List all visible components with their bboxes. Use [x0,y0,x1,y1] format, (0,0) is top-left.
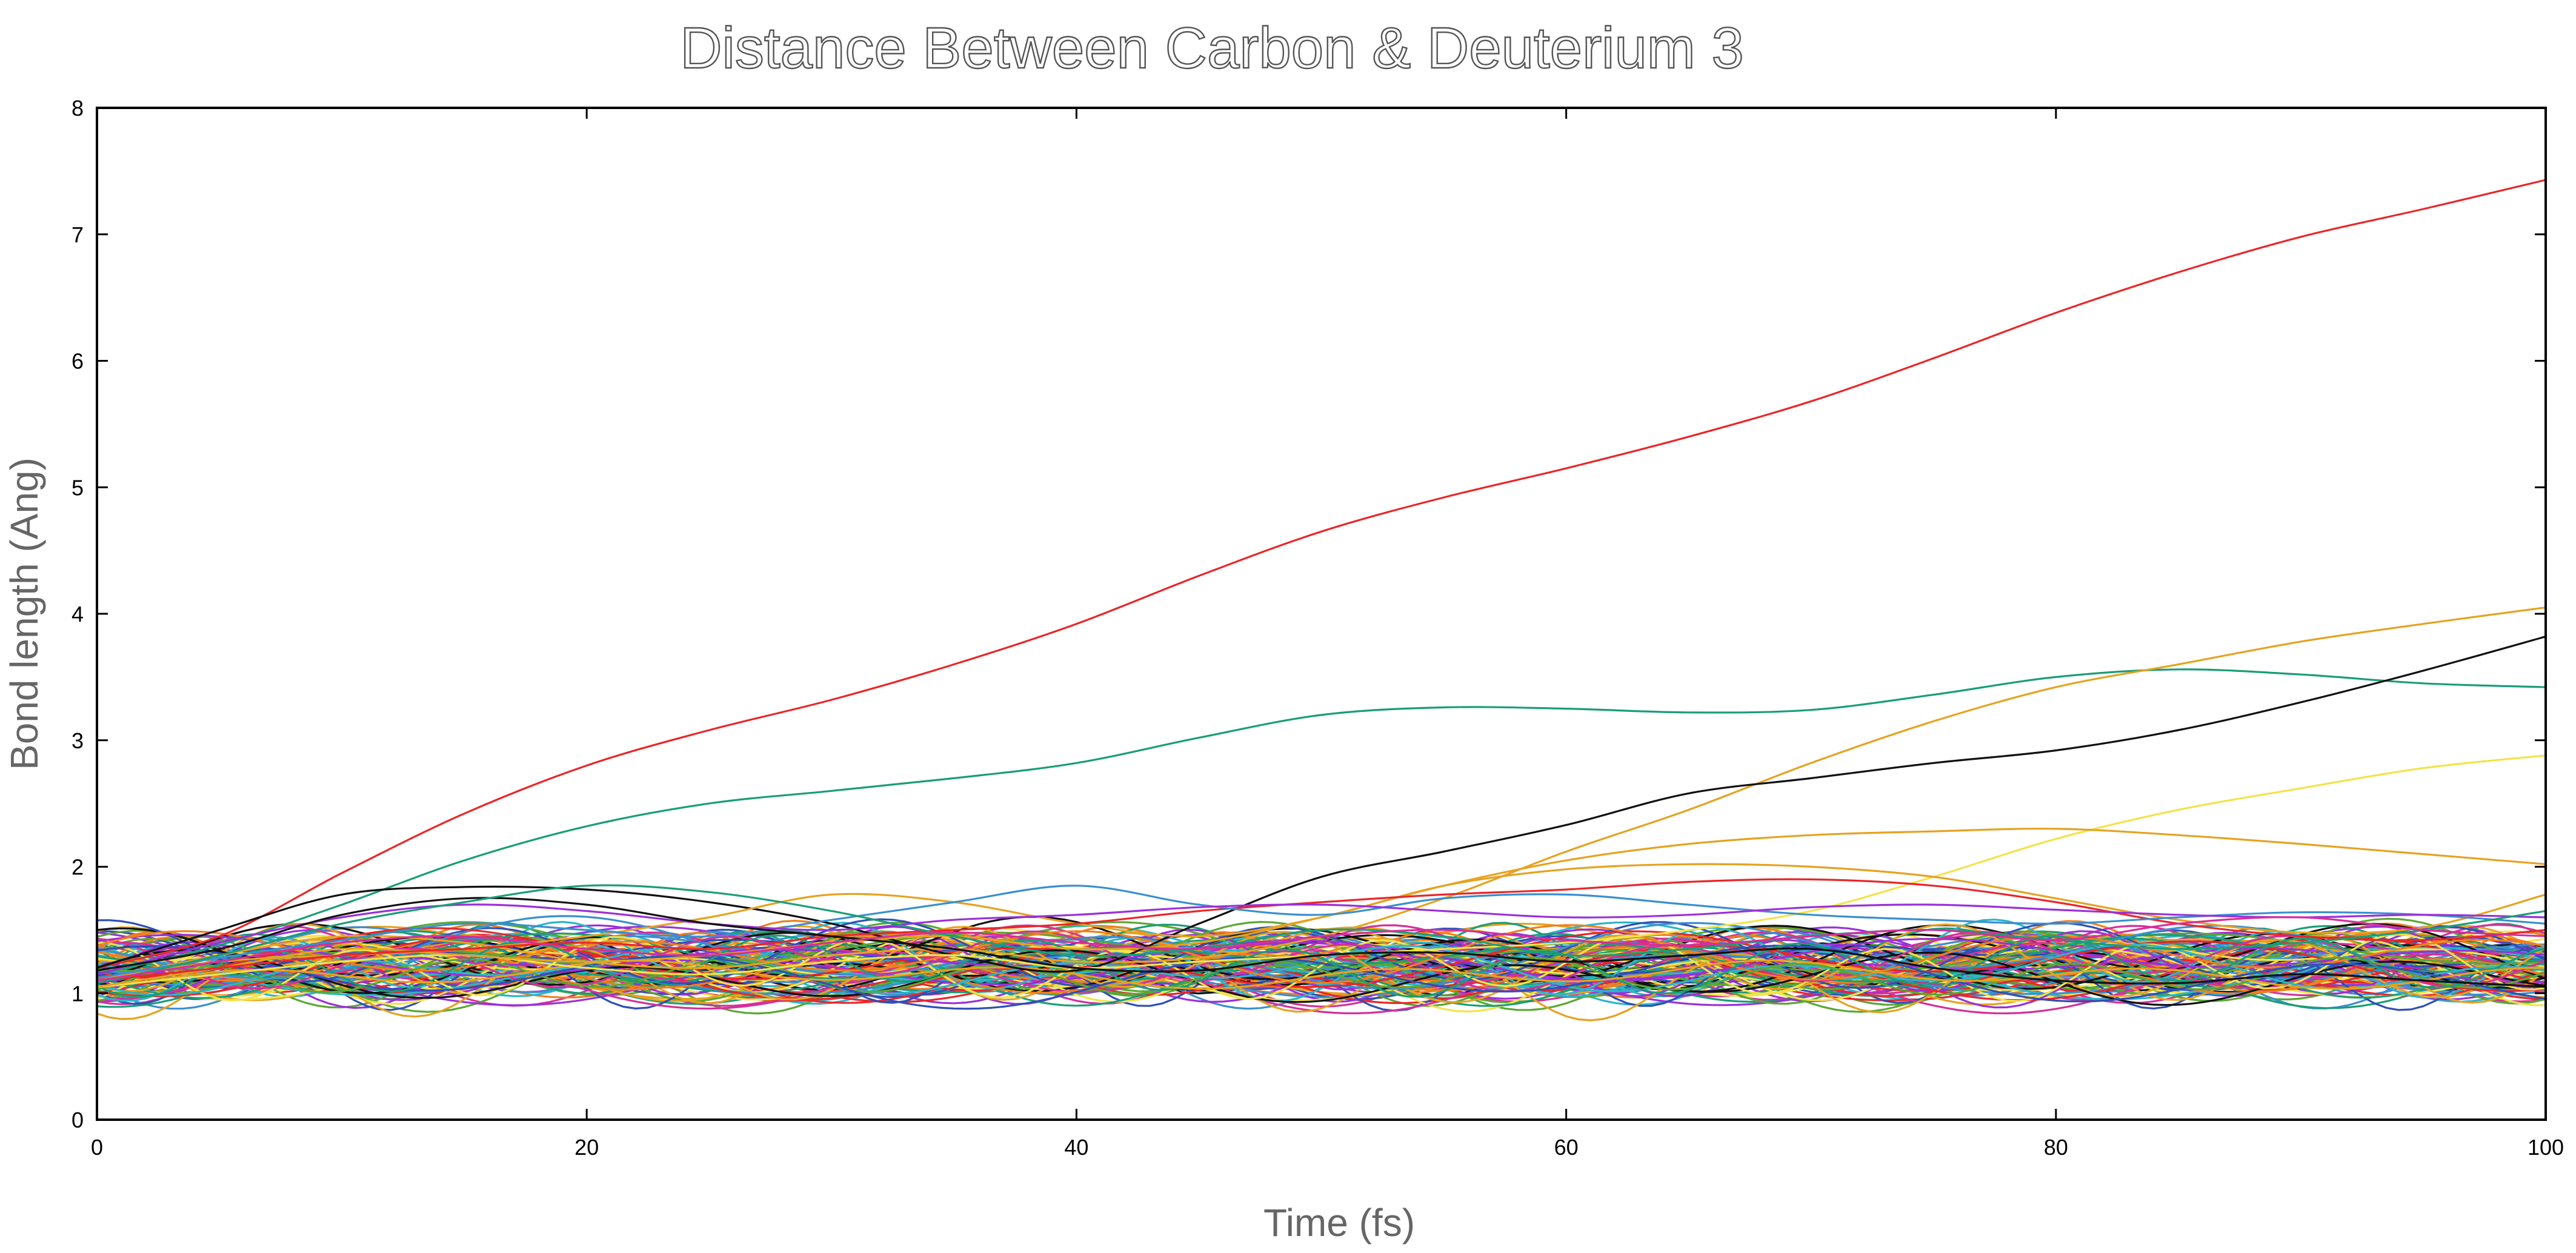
chart-title: Distance Between Carbon & Deuterium 3 [680,16,1744,81]
y-tick-label: 5 [72,475,84,500]
y-tick-label: 4 [72,602,84,626]
bundle-trajectory-line [96,957,2547,996]
x-tick-label: 0 [91,1135,103,1160]
series-layer [96,179,2547,988]
series-line-11 [96,897,2547,988]
bundle-trajectory-line [96,915,2547,991]
series-line-4 [96,636,2547,973]
bundle-trajectory-line [96,945,2547,1010]
y-tick-label: 3 [72,728,84,753]
series-line-9 [96,885,2547,979]
series-line-1 [96,179,2547,969]
x-axis-label: Time (fs) [1263,1201,1415,1245]
x-tick-label: 60 [1554,1135,1579,1160]
x-tick-label: 80 [2044,1135,2068,1160]
y-tick-label: 1 [72,981,84,1006]
series-line-13 [96,916,2547,982]
bundle-trajectory-line [96,934,2547,1022]
series-line-10 [96,903,2547,975]
bundle-trajectory-line [96,940,2547,1015]
x-tick-label: 40 [1064,1135,1088,1160]
bundle-trajectory-line [96,959,2547,990]
bundle-trajectory-line [96,919,2547,1002]
y-tick-label: 6 [72,349,84,374]
x-tick-label: 20 [574,1135,599,1160]
bundle-trajectory-line [96,949,2547,1006]
series-line-12 [96,884,2547,985]
y-tick-label: 2 [72,855,84,880]
bundle-trajectory-line [96,934,2547,998]
y-axis-ticks: 0 1 2 3 4 5 6 7 8 [72,96,2546,1132]
x-axis-ticks: 0 20 40 60 80 100 [91,108,2564,1160]
y-tick-label: 8 [72,96,84,121]
series-line-8 [96,878,2547,982]
y-tick-label: 0 [72,1108,84,1132]
y-tick-label: 7 [72,222,84,247]
trajectory-bundle [96,915,2547,1022]
x-tick-label: 100 [2528,1135,2564,1160]
y-axis-label: Bond length (Ang) [2,457,46,770]
bundle-trajectory-line [96,918,2547,989]
bundle-trajectory-line [96,950,2547,995]
